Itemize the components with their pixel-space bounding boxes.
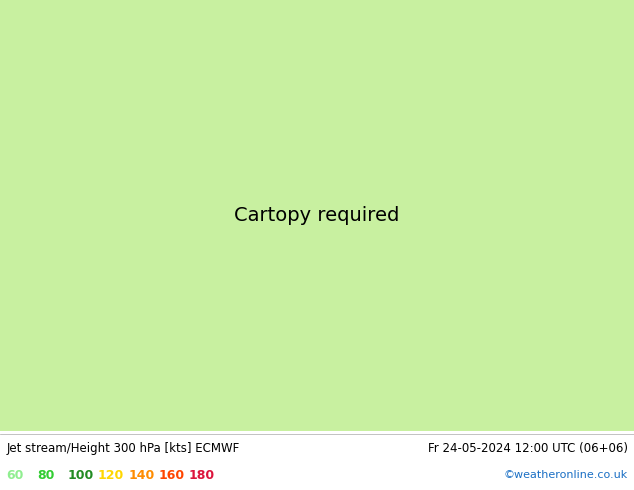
Text: 100: 100 bbox=[67, 469, 93, 482]
Text: Jet stream/Height 300 hPa [kts] ECMWF: Jet stream/Height 300 hPa [kts] ECMWF bbox=[6, 442, 240, 455]
Text: 160: 160 bbox=[158, 469, 184, 482]
Text: 60: 60 bbox=[6, 469, 23, 482]
Text: Fr 24-05-2024 12:00 UTC (06+06): Fr 24-05-2024 12:00 UTC (06+06) bbox=[428, 442, 628, 455]
Text: 80: 80 bbox=[37, 469, 54, 482]
Text: 180: 180 bbox=[189, 469, 215, 482]
Text: 120: 120 bbox=[98, 469, 124, 482]
Text: Cartopy required: Cartopy required bbox=[235, 206, 399, 225]
Text: 140: 140 bbox=[128, 469, 154, 482]
Text: ©weatheronline.co.uk: ©weatheronline.co.uk bbox=[503, 470, 628, 480]
